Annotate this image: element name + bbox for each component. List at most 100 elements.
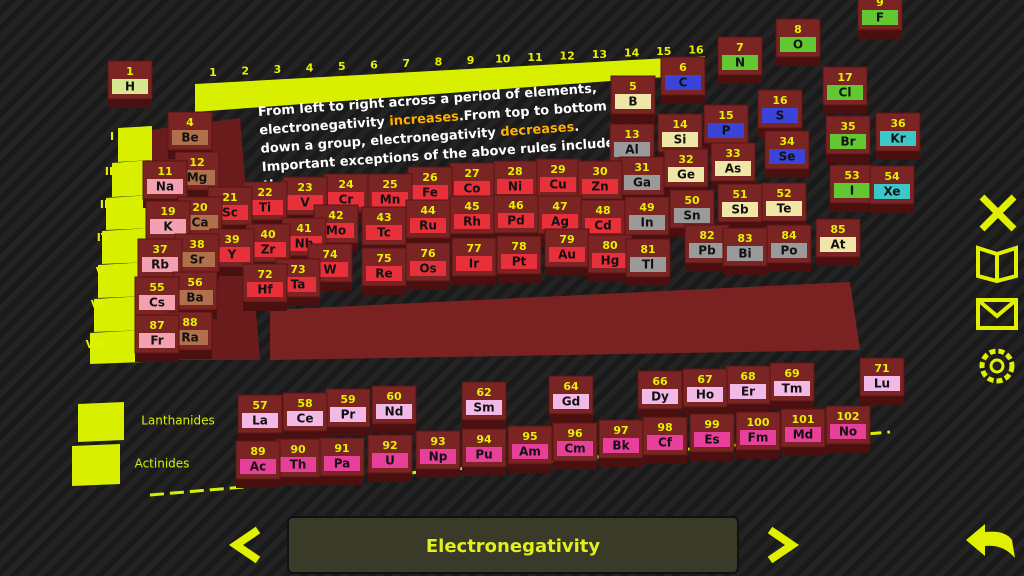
close-button[interactable] [979,194,1017,232]
symbol-box [864,376,900,391]
group-label: 3 [274,63,282,76]
settings-button[interactable] [979,348,1015,384]
element-tile[interactable]: 76 Os [405,242,451,290]
element-tile[interactable]: 72 Hf [242,263,288,311]
element-tile[interactable]: 36 Kr [875,112,921,160]
element-tile[interactable]: 100 Fm [735,411,781,459]
element-tile[interactable]: 69 Tm [769,362,815,410]
element-tile[interactable]: 68 Er [725,365,771,413]
element-symbol: No [839,425,857,439]
element-tile[interactable]: 33 As [710,142,756,190]
element-tile[interactable]: 67 Ho [682,368,728,416]
element-number: 32 [678,153,693,166]
element-tile[interactable]: 89 Ac [235,440,281,488]
element-symbol: Ho [696,388,714,402]
element-number: 42 [328,209,343,222]
element-tile[interactable]: 62 Sm [461,381,507,429]
element-tile[interactable]: 91 Pa [319,437,365,485]
element-tile[interactable]: 54 Xe [869,165,915,213]
element-symbol: Ga [633,176,651,190]
element-number: 40 [260,228,276,241]
element-tile[interactable]: 80 Hg [587,234,633,282]
tile-side [690,451,734,461]
element-tile[interactable]: 44 Ru [405,199,451,247]
element-tile[interactable]: 50 Sn [669,189,715,237]
symbol-box [665,75,701,90]
group-label: 11 [527,51,542,64]
element-tile[interactable]: 32 Ge [663,148,709,196]
element-tile[interactable]: 77 Ir [451,237,497,285]
element-tile[interactable]: 99 Es [689,413,735,461]
element-tile[interactable]: 96 Cm [552,422,598,470]
element-number: 96 [567,427,583,440]
element-symbol: Se [779,150,796,164]
element-tile[interactable]: 75 Re [361,247,407,295]
element-tile[interactable]: 98 Cf [642,416,688,464]
element-tile[interactable]: 43 Tc [361,206,407,254]
element-tile[interactable]: 90 Th [275,438,321,486]
element-tile[interactable]: 34 Se [764,130,810,178]
element-tile[interactable]: 9F [857,0,903,39]
element-symbol: Np [429,450,448,464]
element-tile[interactable]: 102 No [825,405,871,453]
element-symbol: I [850,184,854,198]
symbol-box [177,290,213,305]
symbol-box [328,192,364,207]
element-tile[interactable]: 81 Tl [625,238,671,286]
element-tile[interactable]: 64 Gd [548,375,594,423]
element-tile[interactable]: 92 U [367,434,413,482]
element-number: 87 [149,319,164,332]
element-tile[interactable]: 66 Dy [637,370,683,418]
element-tile[interactable]: 94 Pu [461,428,507,476]
element-tile[interactable]: 84 Po [766,224,812,272]
tile-side [830,202,874,212]
element-number: 53 [844,169,859,182]
element-tile[interactable]: 97 Bk [598,419,644,467]
next-button[interactable] [767,526,800,564]
element-tile[interactable]: 60 Nd [371,385,417,433]
element-tile[interactable]: 71 Lu [859,357,905,405]
element-tile[interactable]: 1H [107,60,153,108]
element-tile[interactable]: 52 Te [761,182,807,230]
book-button[interactable] [976,245,1018,284]
element-tile[interactable]: 82 Pb [684,224,730,272]
element-tile[interactable]: 85 At [815,218,861,266]
element-tile[interactable]: 95 Am [507,425,553,473]
tile-side [816,256,860,266]
element-tile[interactable]: 35 Br [825,115,871,163]
back-button[interactable] [966,524,1015,558]
tile-side [661,94,705,104]
element-tile[interactable]: 7N [717,36,763,84]
element-tile[interactable]: 79 Au [544,228,590,276]
element-number: 6 [679,61,687,74]
element-symbol: Mo [326,224,346,238]
element-tile[interactable]: 101 Md [780,408,826,456]
element-tile[interactable]: 57 La [237,394,283,442]
element-tile[interactable]: 46 Pd [493,194,539,242]
element-symbol: Th [290,458,307,472]
prev-button[interactable] [228,526,261,564]
tile-side [823,104,867,114]
element-tile[interactable]: 5B [610,75,656,123]
element-tile[interactable]: 58 Ce [282,392,328,440]
mail-button[interactable] [976,298,1018,330]
element-symbol: Os [419,262,436,276]
element-tile[interactable]: 51 Sb [717,183,763,231]
element-tile[interactable]: 87 Fr [134,314,180,362]
element-tile[interactable]: 45 Rh [449,195,495,243]
element-tile[interactable]: 59 Pr [325,388,371,436]
element-symbol: Cl [839,86,852,100]
element-tile[interactable]: 78 Pt [496,235,542,283]
element-symbol: La [252,414,268,428]
element-tile[interactable]: 53 I [829,164,875,212]
element-tile[interactable]: 16 S [757,89,803,137]
element-tile[interactable]: 93 Np [415,430,461,478]
element-number: 8 [794,23,802,36]
element-tile[interactable]: 6C [660,56,706,104]
tile-side [826,153,870,163]
element-number: 55 [149,281,164,294]
element-tile[interactable]: 17 Cl [822,66,868,114]
element-tile[interactable]: 8O [775,18,821,66]
symbol-box [614,142,650,157]
element-tile[interactable]: 83 Bi [722,227,768,275]
